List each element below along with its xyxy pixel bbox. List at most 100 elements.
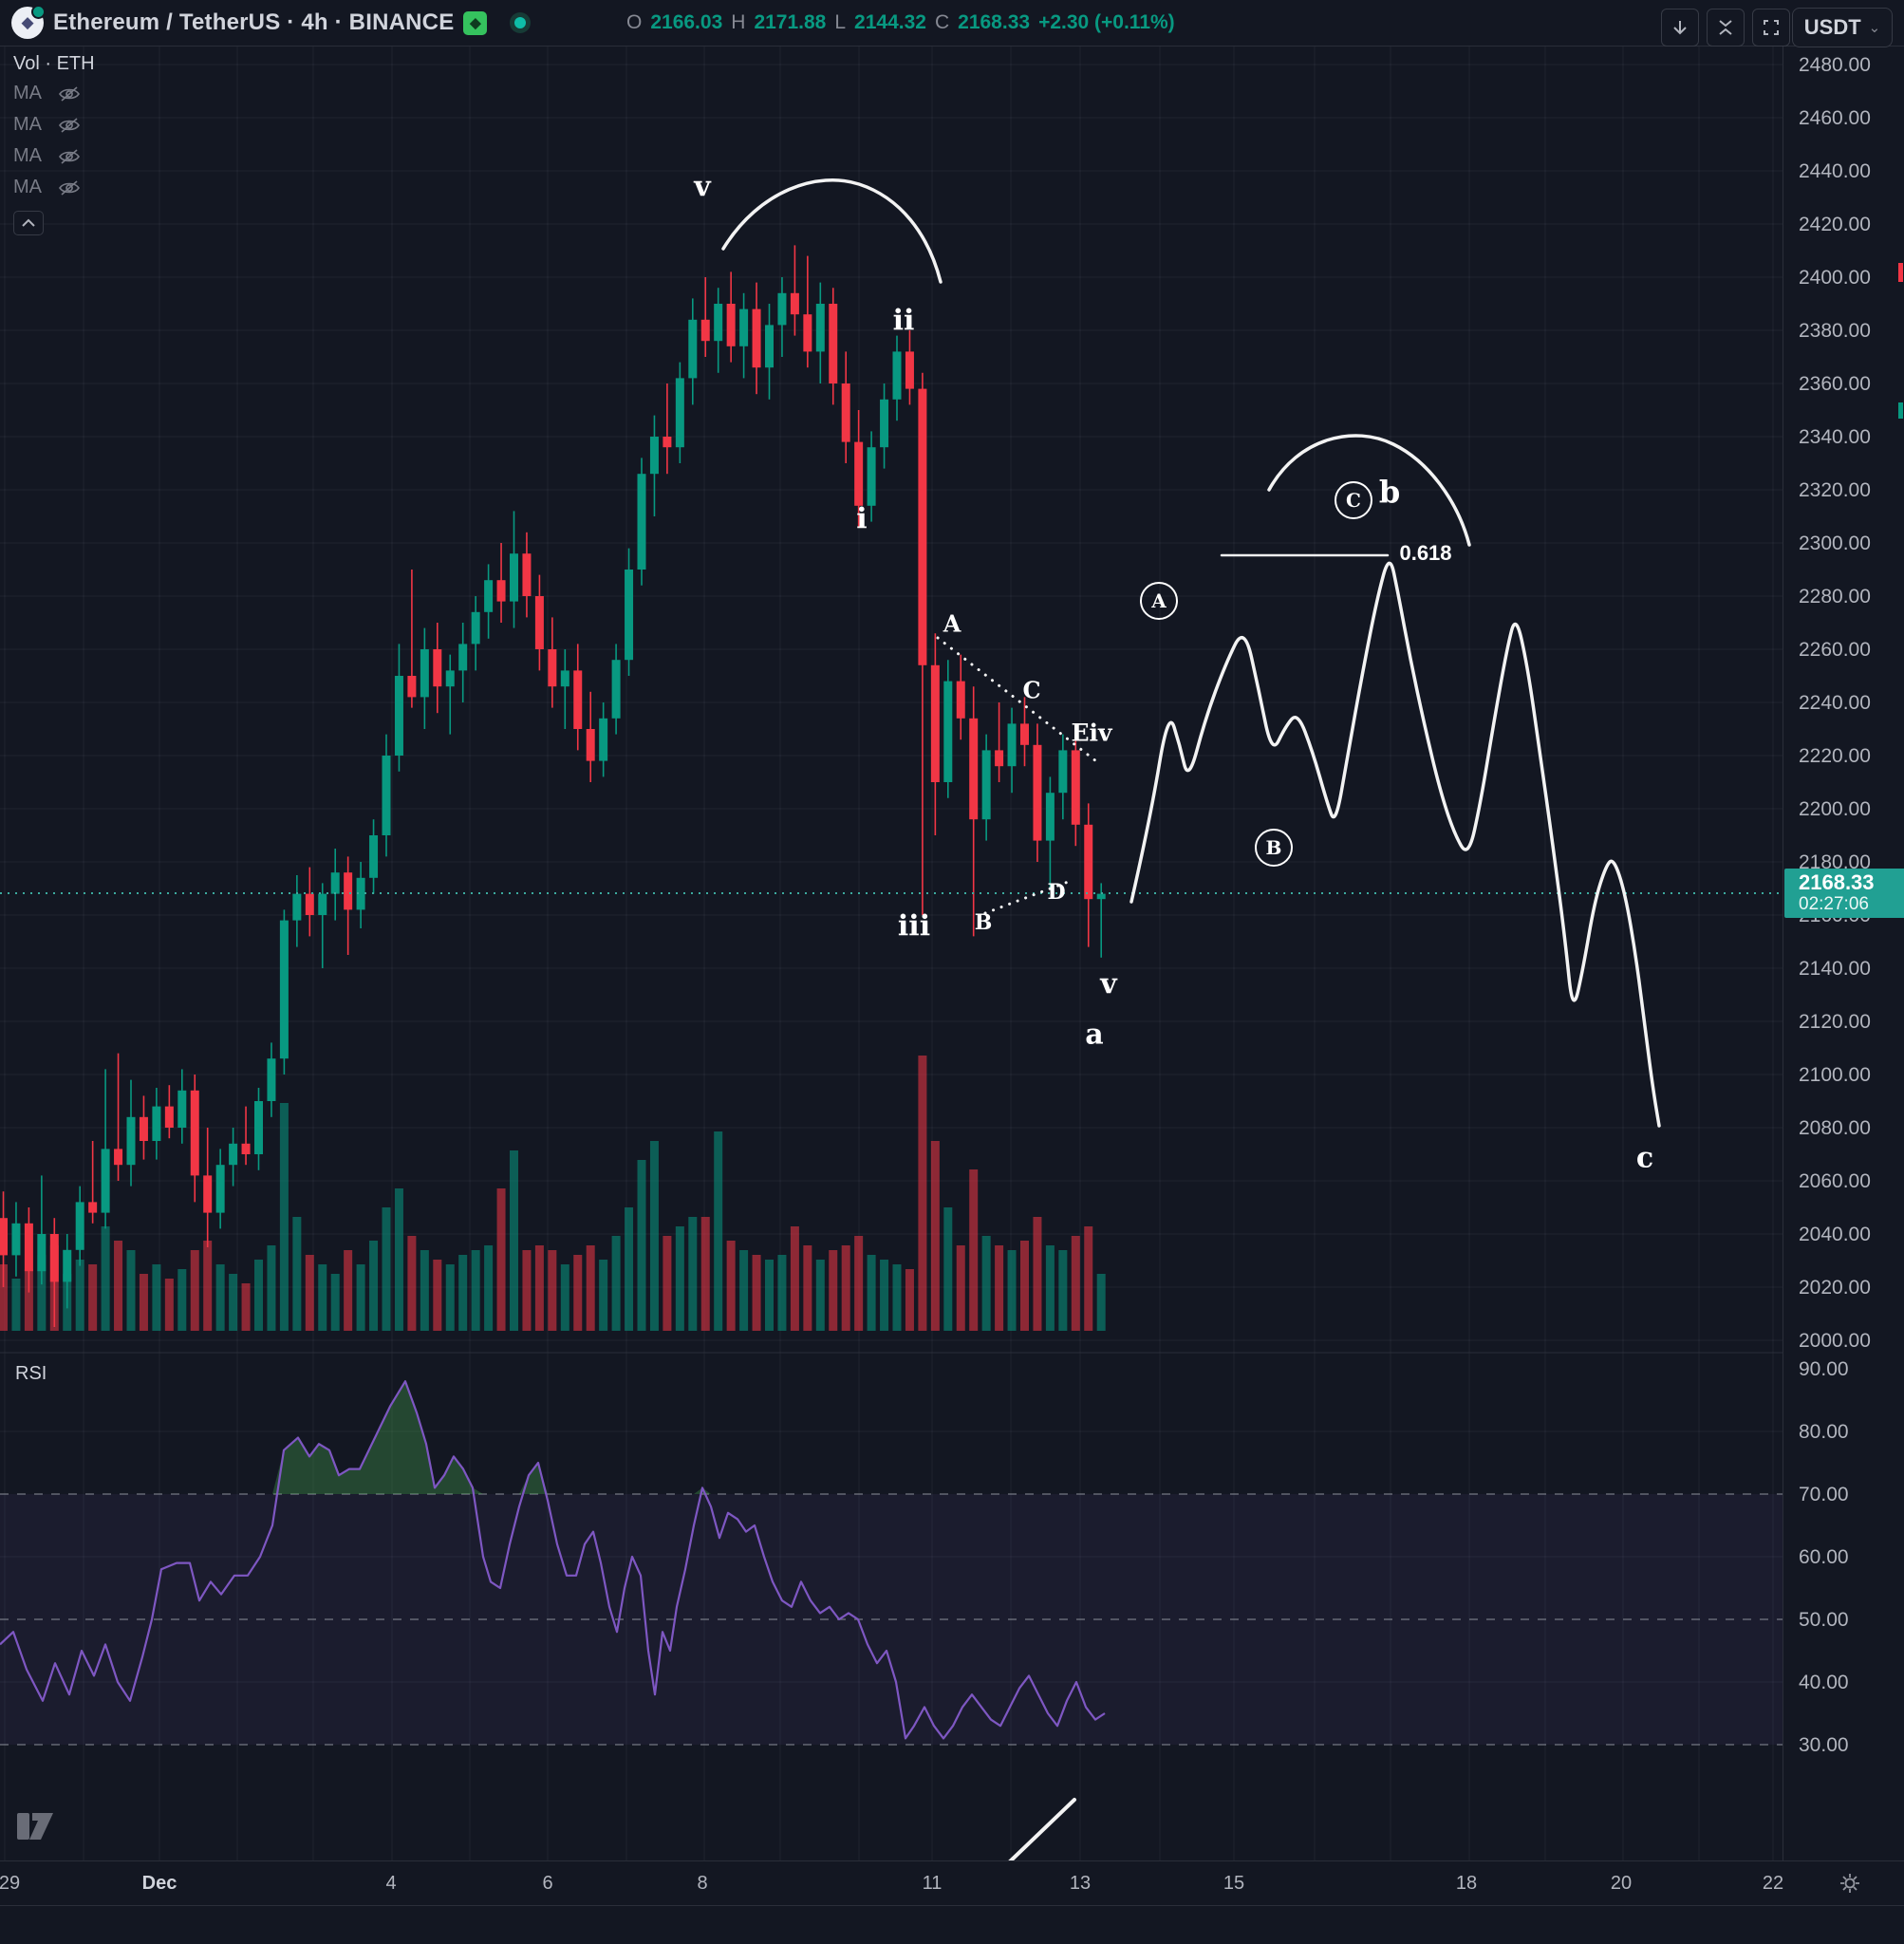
ma-row-3[interactable]: MA — [13, 140, 95, 172]
low-label: L — [834, 11, 847, 33]
ethereum-logo-icon: ◆ — [11, 5, 46, 39]
wave-label[interactable]: A — [943, 609, 961, 638]
time-axis-label: 29 — [0, 1873, 21, 1894]
rsi-pane-label[interactable]: RSI — [15, 1363, 47, 1384]
price-axis-label: 2320.00 — [1799, 479, 1871, 501]
time-axis-label: 22 — [1762, 1873, 1784, 1894]
price-axis-label: 2020.00 — [1799, 1277, 1871, 1299]
chevron-down-icon: ⌄ — [1868, 20, 1881, 36]
price-axis-label: 2140.00 — [1799, 958, 1871, 980]
price-axis-label: 2460.00 — [1799, 107, 1871, 129]
fullscreen-button[interactable] — [1752, 9, 1790, 47]
gridlines — [0, 46, 1852, 1860]
last-price: 2168.33 — [1799, 870, 1875, 894]
rsi-axis-label: 70.00 — [1799, 1484, 1849, 1505]
axis-range-mark — [1898, 263, 1903, 282]
price-axis-label: 2300.00 — [1799, 533, 1871, 554]
eye-off-icon[interactable] — [57, 115, 82, 136]
axis-range-mark — [1898, 402, 1903, 419]
price-axis-label: 2380.00 — [1799, 320, 1871, 342]
wave-label[interactable]: a — [1085, 1018, 1104, 1052]
binance-exchange-icon: ◆ — [463, 10, 488, 35]
wave-label[interactable]: C — [1022, 676, 1041, 704]
rsi-axis-label: 80.00 — [1799, 1421, 1849, 1443]
chart-header: ◆ Ethereum / TetherUS · 4h · BINANCE ◆ O… — [0, 0, 1904, 47]
market-status-icon[interactable] — [510, 12, 532, 33]
low-value: 2144.32 — [854, 11, 926, 33]
circled-wave-label[interactable]: C — [1335, 481, 1372, 519]
collapse-legend-button[interactable] — [13, 211, 44, 235]
ma-row-1[interactable]: MA — [13, 78, 95, 109]
rsi-overbought-fill — [0, 1381, 1105, 1494]
wave-label[interactable]: B — [974, 910, 993, 935]
eye-off-icon[interactable] — [57, 178, 82, 198]
high-label: H — [731, 11, 746, 33]
circled-wave-label[interactable]: A — [1140, 582, 1178, 620]
price-axis-label: 2260.00 — [1799, 639, 1871, 661]
time-axis[interactable]: 29 Dec 4 6 8 11 13 15 18 20 22 — [0, 1860, 1904, 1906]
eye-off-icon[interactable] — [57, 146, 82, 167]
time-axis-label: 6 — [542, 1873, 553, 1894]
price-axis[interactable]: 2480.00 2460.00 2440.00 2420.00 2400.00 2380.… — [1783, 46, 1904, 1860]
wave-label[interactable]: D — [1047, 880, 1066, 905]
open-label: O — [626, 11, 643, 33]
time-axis-label: 18 — [1455, 1873, 1478, 1894]
time-axis-label: 11 — [922, 1873, 943, 1894]
maximize-pane-button[interactable] — [1707, 9, 1745, 47]
wave-label[interactable]: i — [856, 502, 868, 536]
wave-label[interactable]: v — [1100, 967, 1117, 1001]
price-axis-label: 2120.00 — [1799, 1011, 1871, 1033]
price-axis-label: 2420.00 — [1799, 214, 1871, 235]
change-value: +2.30 (+0.11%) — [1038, 11, 1175, 33]
open-value: 2166.03 — [650, 11, 723, 33]
arrow-down-icon — [1673, 21, 1687, 35]
last-price-badge: 2168.33 02:27:06 — [1784, 869, 1904, 918]
wave-label[interactable]: v — [694, 170, 711, 204]
candles-layer — [0, 245, 1106, 1327]
eye-off-icon[interactable] — [57, 84, 82, 104]
rsi-axis-label: 40.00 — [1799, 1672, 1849, 1693]
chevron-up-icon — [22, 218, 35, 227]
wave-label[interactable]: iii — [897, 909, 931, 944]
volume-bars — [0, 1056, 1106, 1331]
price-axis-label: 2000.00 — [1799, 1330, 1871, 1352]
time-axis-label: Dec — [141, 1873, 177, 1894]
wave-label[interactable]: Eiv — [1071, 719, 1112, 747]
circled-wave-label[interactable]: B — [1255, 829, 1293, 867]
bar-countdown: 02:27:06 — [1799, 894, 1869, 914]
rsi-axis-label: 90.00 — [1799, 1358, 1849, 1380]
axis-settings-gear-icon[interactable] — [1836, 1869, 1864, 1902]
time-axis-label: 4 — [385, 1873, 397, 1894]
dotted-trendline — [936, 636, 1098, 763]
scroll-to-recent-button[interactable] — [1661, 9, 1699, 47]
price-axis-label: 2400.00 — [1799, 267, 1871, 289]
wave-label[interactable]: b — [1378, 474, 1401, 510]
rsi-axis-label: 50.00 — [1799, 1609, 1849, 1631]
price-axis-label: 2060.00 — [1799, 1170, 1871, 1192]
price-axis-label: 2240.00 — [1799, 692, 1871, 714]
currency-value: USDT — [1803, 15, 1861, 39]
volume-legend[interactable]: Vol · ETH — [13, 52, 95, 74]
time-axis-label: 13 — [1069, 1873, 1092, 1894]
rsi-axis-label: 60.00 — [1799, 1546, 1849, 1568]
hand-drawings[interactable] — [721, 178, 1661, 1887]
close-label: C — [934, 11, 950, 33]
ma-row-2[interactable]: MA — [13, 109, 95, 140]
price-axis-label: 2100.00 — [1799, 1064, 1871, 1086]
price-axis-label: 2080.00 — [1799, 1117, 1871, 1139]
currency-dropdown[interactable]: USDT ⌄ — [1792, 8, 1893, 47]
wave-label[interactable]: ii — [892, 304, 915, 338]
fullscreen-icon — [1764, 20, 1779, 35]
wave-label[interactable]: c — [1635, 1141, 1654, 1175]
collapse-vertical-icon — [1719, 20, 1732, 35]
symbol-title[interactable]: Ethereum / TetherUS · 4h · BINANCE — [53, 9, 455, 35]
price-axis-label: 2340.00 — [1799, 426, 1871, 448]
ma-row-4[interactable]: MA — [13, 172, 95, 203]
tradingview-logo[interactable] — [17, 1811, 74, 1848]
pane-legend: Vol · ETH MA MA MA MA — [13, 49, 95, 235]
elliott-projection-path — [1129, 561, 1661, 1128]
time-axis-label: 15 — [1223, 1873, 1245, 1894]
fib-level-label[interactable]: 0.618 — [1399, 541, 1452, 565]
